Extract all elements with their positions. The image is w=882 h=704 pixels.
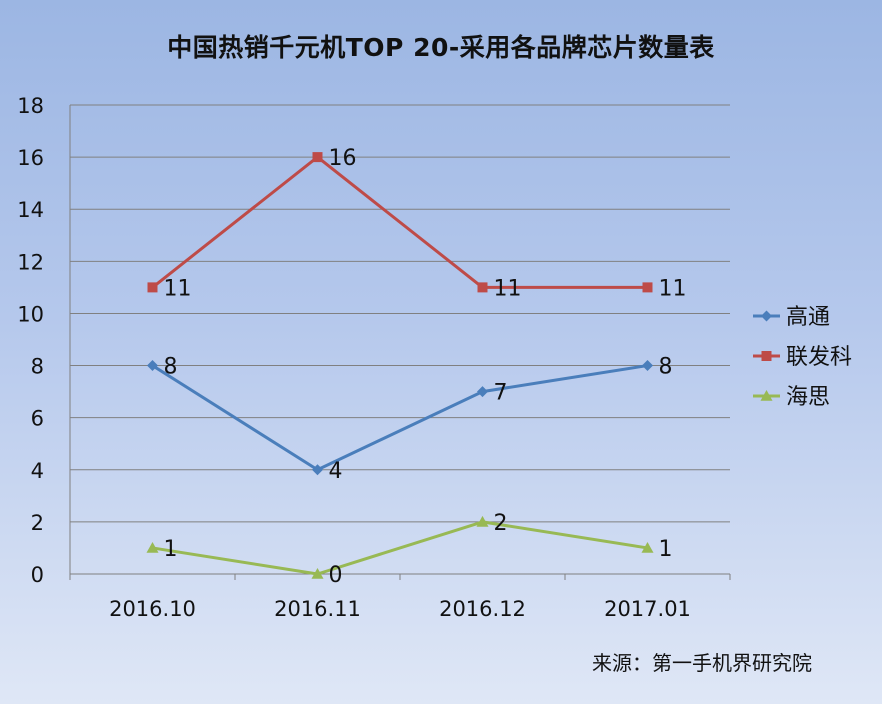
data-label: 1 [164,537,178,562]
x-tick-label: 2016.10 [109,597,196,621]
data-point-marker [312,464,323,476]
legend-label: 海思 [786,385,830,410]
y-tick-label: 4 [31,459,44,483]
series-line-1 [151,155,648,289]
y-tick-label: 2 [31,511,44,535]
source-note: 来源：第一手机界研究院 [592,651,812,675]
data-label: 11 [164,276,192,301]
data-label: 0 [329,563,343,588]
data-point-marker [147,360,158,372]
data-point-marker [476,515,489,527]
y-tick-label: 10 [17,302,44,326]
data-point-marker [641,541,654,553]
data-label: 11 [494,276,522,301]
data-label: 7 [494,381,508,406]
y-tick-label: 0 [31,563,44,587]
y-tick-label: 14 [17,198,44,222]
y-tick-label: 12 [17,250,44,274]
series-line-0 [151,364,648,472]
legend-marker [760,390,773,401]
legend-marker [761,351,772,361]
data-point-marker [642,282,653,293]
x-tick-label: 2016.11 [274,597,361,621]
data-label: 2 [494,511,508,536]
data-point-marker [311,568,324,579]
data-point-marker [146,541,159,553]
data-label: 8 [659,355,673,380]
legend-marker [761,310,772,322]
data-label: 8 [164,355,178,380]
y-tick-label: 8 [31,355,44,379]
legend-label: 联发科 [786,345,852,370]
y-tick-label: 18 [17,94,44,118]
data-point-marker [642,360,653,372]
x-tick-label: 2017.01 [604,597,691,621]
data-point-marker [312,152,323,163]
data-label: 16 [329,146,357,171]
data-label: 1 [659,537,673,562]
x-tick-label: 2016.12 [439,597,526,621]
data-point-marker [477,386,488,398]
chart-title: 中国热销千元机TOP 20-采用各品牌芯片数量表 [167,33,715,62]
data-label: 4 [329,459,343,484]
series-line-2 [152,520,648,576]
data-point-marker [477,282,488,293]
data-point-marker [147,282,158,293]
y-tick-label: 6 [31,407,44,431]
legend-label: 高通 [786,305,830,330]
data-label: 11 [659,276,687,301]
y-tick-label: 16 [17,146,44,170]
